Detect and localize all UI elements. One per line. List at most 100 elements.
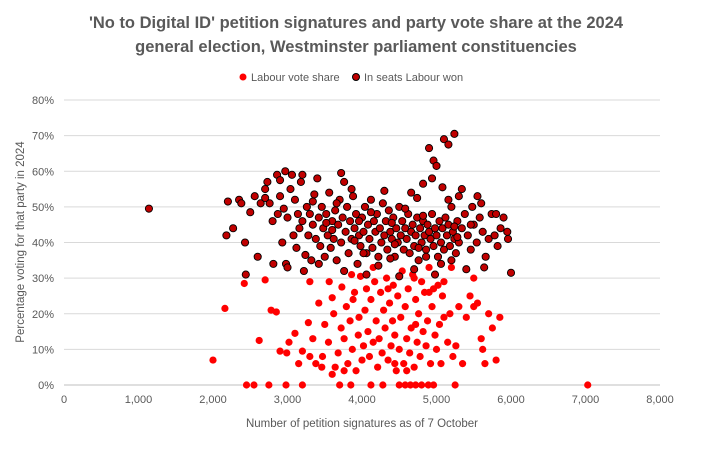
data-point-labour-won (317, 202, 326, 211)
data-point-labour-won (380, 231, 389, 240)
data-point-labour-vote-share (395, 345, 403, 353)
data-point-labour-won (332, 199, 341, 208)
data-point-labour-vote-share (481, 360, 489, 368)
data-point-labour-vote-share (458, 360, 467, 368)
data-point-labour-vote-share (358, 356, 366, 364)
data-point-labour-won (265, 199, 274, 208)
y-tick-label: 0% (38, 380, 54, 392)
data-point-labour-won (427, 174, 437, 183)
data-point-labour-vote-share (347, 270, 356, 279)
data-point-labour-won (314, 259, 323, 268)
data-point-labour-won (475, 213, 484, 222)
data-point-labour-vote-share (340, 367, 348, 375)
data-point-labour-vote-share (367, 295, 375, 304)
data-point-labour-won (322, 209, 331, 219)
data-point-labour-won (337, 168, 346, 178)
data-point-labour-won (445, 242, 454, 251)
data-point-labour-won (340, 177, 349, 186)
data-point-labour-won (366, 195, 375, 204)
data-point-labour-won (413, 193, 422, 203)
data-point-labour-won (290, 195, 300, 204)
data-point-labour-vote-share (470, 303, 478, 311)
data-point-labour-won (374, 252, 383, 261)
data-point-labour-vote-share (318, 352, 327, 361)
data-point-labour-vote-share (272, 308, 280, 316)
data-point-labour-won (473, 192, 482, 201)
data-point-labour-won (492, 209, 501, 219)
data-point-labour-won (293, 209, 302, 219)
data-point-labour-vote-share (388, 317, 397, 325)
y-tick-label: 30% (32, 273, 54, 285)
data-point-labour-vote-share (492, 356, 500, 364)
data-point-labour-won (450, 129, 459, 138)
data-point-labour-vote-share (350, 288, 359, 296)
data-point-labour-won (356, 242, 365, 251)
data-point-labour-won (359, 227, 368, 236)
data-point-labour-won (436, 259, 446, 268)
data-point-labour-won (283, 213, 292, 222)
data-point-labour-won (237, 199, 246, 208)
data-point-labour-vote-share (449, 352, 457, 361)
x-tick-label: 0 (61, 394, 67, 406)
data-point-labour-won (298, 217, 307, 226)
data-point-labour-vote-share (240, 279, 248, 288)
data-point-labour-won (316, 242, 325, 251)
data-point-labour-vote-share (291, 329, 299, 337)
data-point-labour-vote-share (349, 295, 357, 304)
data-point-labour-won (229, 224, 238, 233)
data-point-labour-won (338, 213, 347, 222)
y-tick-label: 80% (32, 95, 54, 107)
data-point-labour-won (328, 225, 337, 235)
data-point-labour-won (392, 224, 401, 233)
data-point-labour-won (269, 259, 278, 268)
data-point-labour-vote-share (261, 276, 269, 284)
data-point-labour-vote-share (285, 338, 293, 346)
data-point-labour-won (399, 245, 408, 254)
data-point-labour-won (329, 234, 338, 243)
data-point-labour-won (454, 192, 463, 201)
data-point-labour-vote-share (403, 335, 411, 343)
data-point-labour-vote-share (451, 381, 459, 389)
data-point-labour-vote-share (384, 285, 392, 293)
data-point-labour-won (466, 220, 475, 229)
data-point-labour-won (366, 208, 375, 217)
data-point-labour-won (432, 231, 441, 240)
data-point-labour-vote-share (438, 292, 447, 300)
data-point-labour-won (395, 272, 404, 281)
data-point-labour-won (499, 213, 508, 222)
y-tick-label: 10% (32, 344, 54, 356)
data-point-labour-vote-share (312, 360, 320, 368)
data-point-labour-won (287, 170, 297, 179)
data-point-labour-vote-share (306, 352, 314, 361)
data-point-labour-vote-share (364, 327, 372, 336)
data-point-labour-vote-share (391, 360, 399, 368)
data-point-labour-won (323, 231, 332, 240)
data-point-labour-won (411, 231, 420, 240)
legend-marker-labour-won (352, 73, 360, 81)
data-point-labour-vote-share (437, 360, 445, 368)
data-point-labour-vote-share (371, 278, 379, 286)
data-point-labour-vote-share (435, 320, 444, 329)
data-point-labour-vote-share (340, 335, 348, 343)
data-point-labour-won (349, 192, 358, 201)
data-point-labour-won (453, 233, 462, 242)
data-point-labour-won (346, 217, 355, 226)
data-point-labour-won (426, 234, 435, 243)
data-point-labour-vote-share (479, 345, 487, 353)
data-point-labour-won (337, 238, 346, 247)
legend-marker-labour-vote-share (239, 73, 247, 81)
data-point-labour-vote-share (400, 360, 408, 368)
x-tick-label: 2,000 (199, 394, 227, 406)
data-point-labour-won (301, 250, 310, 260)
data-point-labour-vote-share (374, 363, 382, 371)
data-point-labour-won (314, 213, 323, 222)
data-point-labour-won (503, 234, 513, 243)
data-point-labour-won (398, 217, 407, 226)
legend-label-labour-won: In seats Labour won (364, 72, 463, 84)
data-point-labour-won (299, 266, 308, 276)
data-point-labour-won (416, 224, 425, 233)
data-point-labour-vote-share (276, 347, 284, 355)
data-point-labour-vote-share (347, 381, 355, 389)
data-point-labour-vote-share (379, 381, 387, 389)
series-in-seats-labour-won (144, 129, 516, 281)
